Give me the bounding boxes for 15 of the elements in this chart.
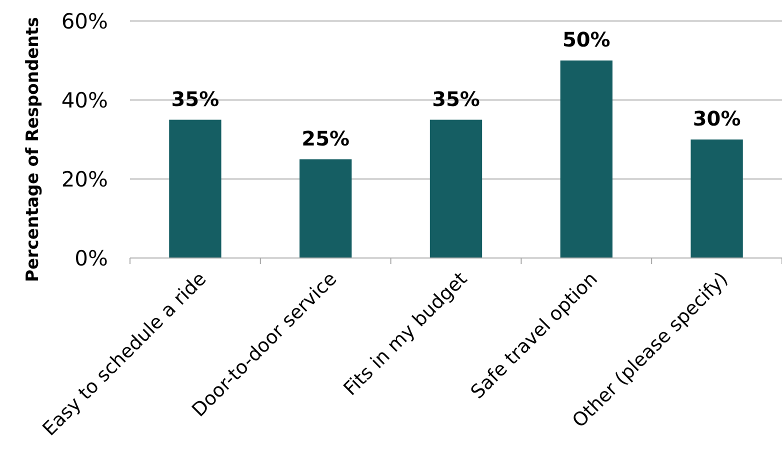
bar bbox=[560, 60, 612, 258]
y-tick-label: 60% bbox=[61, 9, 108, 34]
data-label: 35% bbox=[432, 86, 480, 111]
data-label: 25% bbox=[302, 126, 350, 150]
data-label: 30% bbox=[692, 106, 741, 130]
data-label: 35% bbox=[171, 86, 220, 111]
bar bbox=[430, 120, 482, 258]
bar bbox=[690, 140, 743, 258]
bar bbox=[169, 120, 222, 258]
y-tick-label: 40% bbox=[61, 88, 108, 112]
y-tick-label: 20% bbox=[61, 167, 108, 192]
bar bbox=[300, 159, 352, 258]
y-axis-title: Percentage of Respondents bbox=[23, 16, 43, 282]
y-tick-label: 0% bbox=[74, 246, 108, 270]
data-label: 50% bbox=[562, 28, 610, 52]
